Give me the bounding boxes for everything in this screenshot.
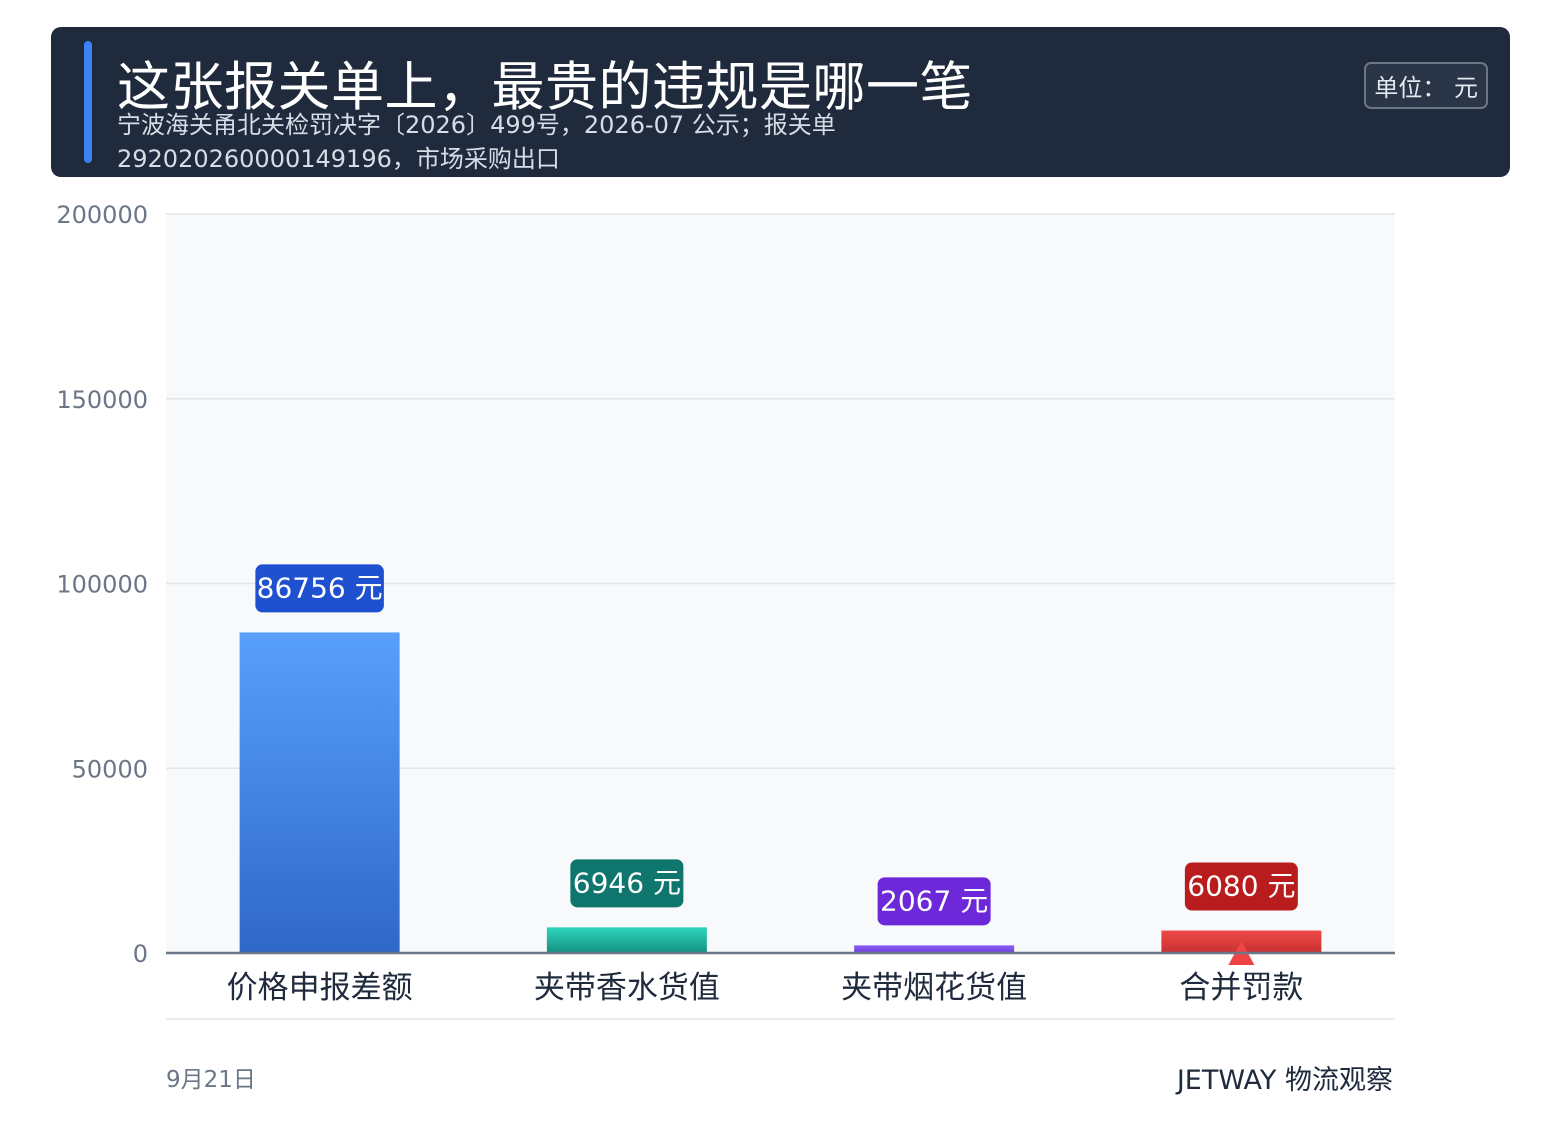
value-label: 86756 元 <box>257 571 383 604</box>
unit-badge: 单位： 元 <box>1364 62 1488 109</box>
value-label: 6080 元 <box>1187 870 1295 903</box>
value-label-bg <box>1184 862 1298 911</box>
value-label-bg <box>570 859 684 908</box>
x-tick-label: 夹带烟花货值 <box>841 970 1027 1006</box>
chart-title: 这张报关单上，最贵的违规是哪一笔 <box>117 57 973 118</box>
bars: 86756 元 6946 元 2067 元 6080 元 <box>239 564 1322 965</box>
chart-subtitle: 宁波海关甬北关检罚决字〔2026〕499号，2026-07 公示；报关单 292… <box>117 111 836 173</box>
bar-3 <box>854 945 1015 953</box>
accent-bar <box>84 41 92 163</box>
y-axis-ticks: 0 50000 100000 150000 200000 <box>56 201 148 968</box>
footer-brand: JETWAY 物流观察 <box>1176 1065 1393 1096</box>
y-tick-label: 0 <box>133 940 148 968</box>
value-label-bg <box>255 564 384 613</box>
y-tick-label: 100000 <box>56 571 148 599</box>
bar-1 <box>239 632 400 953</box>
value-label: 2067 元 <box>880 884 988 917</box>
x-tick-label: 价格申报差额 <box>227 970 413 1006</box>
footer-date: 9月21日 <box>166 1067 256 1093</box>
bar-2 <box>546 927 707 953</box>
y-tick-label: 150000 <box>56 386 148 414</box>
x-tick-label: 合并罚款 <box>1179 970 1303 1006</box>
x-axis-labels: 价格申报差额 夹带香水货值 夹带烟花货值 合并罚款 <box>227 970 1304 1006</box>
value-label: 6946 元 <box>573 866 681 899</box>
value-label-bg <box>877 877 991 926</box>
header-banner: 这张报关单上，最贵的违规是哪一笔 宁波海关甬北关检罚决字〔2026〕499号，2… <box>51 27 1510 177</box>
y-tick-label: 50000 <box>72 755 148 783</box>
x-tick-label: 夹带香水货值 <box>534 970 720 1006</box>
y-tick-label: 200000 <box>56 201 148 229</box>
